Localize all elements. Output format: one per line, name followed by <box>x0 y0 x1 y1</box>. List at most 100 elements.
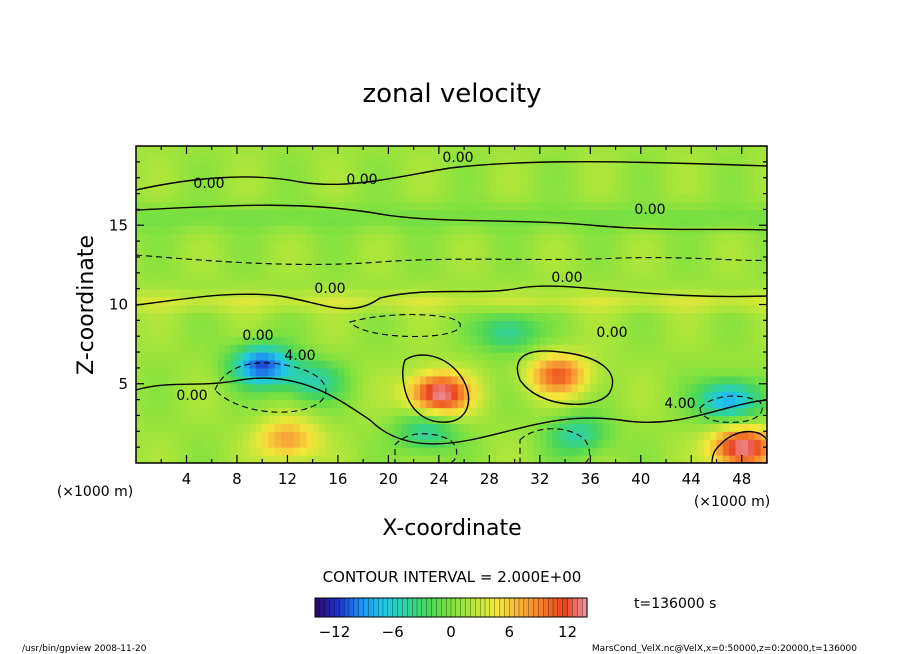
heat-cell <box>300 249 307 258</box>
heat-cell <box>419 359 427 369</box>
heat-cell <box>489 169 497 179</box>
heat-cell <box>520 447 528 456</box>
heat-cell <box>672 288 680 298</box>
heat-cell <box>514 249 522 258</box>
heat-cell <box>236 177 244 187</box>
heat-cell <box>735 249 743 258</box>
heat-cell <box>659 359 667 369</box>
heat-cell <box>722 193 730 203</box>
heat-cell <box>407 447 415 456</box>
heatmap-cells <box>136 146 767 463</box>
heat-cell <box>407 415 415 424</box>
heat-cell <box>640 431 648 440</box>
heat-cell <box>445 304 453 314</box>
heat-cell <box>413 146 421 155</box>
heat-cell <box>754 272 762 282</box>
heat-cell <box>741 336 749 345</box>
heat-cell <box>356 367 364 377</box>
heat-cell <box>697 209 705 218</box>
heat-cell <box>274 344 282 353</box>
heat-cell <box>615 264 623 274</box>
heat-cell <box>760 169 767 179</box>
heat-cell <box>318 336 326 345</box>
heat-cell <box>318 344 326 353</box>
heat-cell <box>590 280 598 290</box>
heat-cell <box>722 280 730 290</box>
heat-cell <box>382 233 389 242</box>
heat-cell <box>148 249 156 258</box>
heat-cell <box>741 249 749 258</box>
heat-cell <box>154 312 162 321</box>
heat-cell <box>306 367 314 377</box>
heat-cell <box>527 233 535 242</box>
heat-cell <box>621 193 629 203</box>
heat-cell <box>161 264 169 274</box>
heat-cell <box>527 304 535 314</box>
heat-cell <box>154 439 162 448</box>
heat-cell <box>325 146 333 155</box>
heat-cell <box>186 177 194 187</box>
heat-cell <box>760 415 767 424</box>
heat-cell <box>274 225 282 234</box>
x-tick-label: 36 <box>581 470 600 488</box>
heat-cell <box>760 217 767 226</box>
contour-label: 0.00 <box>551 270 582 286</box>
heat-cell <box>634 312 642 321</box>
heat-cell <box>684 280 692 290</box>
heat-cell <box>218 272 225 282</box>
heat-cell <box>331 264 339 274</box>
heat-cell <box>287 296 295 306</box>
heat-cell <box>375 375 383 385</box>
heat-cell <box>369 423 377 432</box>
heat-cell <box>224 241 232 250</box>
heat-cell <box>325 153 333 163</box>
heat-cell <box>640 161 648 171</box>
heat-cell <box>192 256 200 266</box>
negative-contour <box>136 254 767 265</box>
heat-cell <box>438 161 446 171</box>
heat-cell <box>451 391 459 401</box>
heat-cell <box>432 415 440 424</box>
heat-cell <box>173 399 181 409</box>
heat-cell <box>148 447 156 456</box>
heat-cell <box>394 344 402 353</box>
heat-cell <box>615 312 623 321</box>
heat-cell <box>640 256 648 266</box>
heat-cell <box>394 217 402 226</box>
heat-cell <box>464 439 472 448</box>
heat-cell <box>483 359 490 369</box>
heat-cell <box>211 288 219 298</box>
heat-cell <box>331 280 339 290</box>
heat-cell <box>281 312 289 321</box>
heat-cell <box>501 193 509 203</box>
heat-cell <box>495 336 503 345</box>
heat-cell <box>375 328 383 337</box>
heat-cell <box>514 391 522 401</box>
heat-cell <box>527 209 535 218</box>
heat-cell <box>602 209 610 218</box>
heat-cell <box>419 161 427 171</box>
heat-cell <box>388 272 396 282</box>
heat-cell <box>476 225 484 234</box>
heat-cell <box>520 185 528 195</box>
heat-cell <box>609 233 617 242</box>
heat-cell <box>318 169 326 179</box>
heat-cell <box>356 447 364 456</box>
heat-cell <box>760 455 767 463</box>
heat-cell <box>211 431 219 440</box>
heat-cell <box>401 423 408 432</box>
heat-cell <box>741 375 749 385</box>
heat-cell <box>464 455 472 463</box>
heat-cell <box>489 439 497 448</box>
heat-cell <box>489 399 497 409</box>
heat-cell <box>363 217 371 226</box>
heat-cell <box>552 241 560 250</box>
heat-cell <box>464 296 472 306</box>
heat-cell <box>527 320 535 329</box>
heat-cell <box>615 225 623 234</box>
heat-cell <box>514 455 522 463</box>
heat-cell <box>653 161 661 171</box>
heat-cell <box>710 153 718 163</box>
heat-cell <box>653 304 661 314</box>
heat-cell <box>394 209 402 218</box>
